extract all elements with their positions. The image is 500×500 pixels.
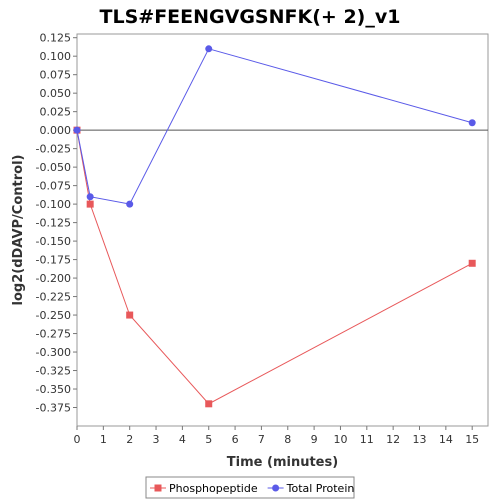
x-axis-title: Time (minutes) xyxy=(227,455,338,470)
y-tick-label: -0.300 xyxy=(36,346,71,359)
x-tick-label: 10 xyxy=(333,433,347,446)
x-tick-label: 13 xyxy=(413,433,427,446)
y-tick-label: -0.375 xyxy=(36,402,71,415)
x-tick-label: 15 xyxy=(465,433,479,446)
x-tick-label: 14 xyxy=(439,433,453,446)
y-tick-label: -0.025 xyxy=(36,143,71,156)
data-point xyxy=(205,400,213,408)
y-tick-label: -0.075 xyxy=(36,180,71,193)
data-point xyxy=(86,200,94,208)
x-tick-label: 4 xyxy=(179,433,186,446)
y-axis-title: log2(dDAVP/Control) xyxy=(11,155,26,306)
y-tick-label: -0.200 xyxy=(36,272,71,285)
y-tick-label: -0.325 xyxy=(36,365,71,378)
plot-area xyxy=(76,33,489,427)
y-tick-label: -0.125 xyxy=(36,217,71,230)
x-tick-label: 3 xyxy=(153,433,160,446)
legend-label: Total Protein xyxy=(286,482,355,495)
data-point xyxy=(468,119,476,127)
x-tick-label: 8 xyxy=(284,433,291,446)
data-point xyxy=(468,259,476,267)
x-tick-label: 12 xyxy=(386,433,400,446)
x-tick-label: 9 xyxy=(311,433,318,446)
x-tick-label: 5 xyxy=(205,433,212,446)
y-tick-label: 0.125 xyxy=(40,32,72,45)
legend: Phosphopeptide Total Protein xyxy=(145,476,355,499)
x-axis: 0 1 2 3 4 5 6 7 8 9 10 11 12 13 14 15 xyxy=(74,426,479,446)
y-tick-label: -0.100 xyxy=(36,198,71,211)
chart-title: TLS#FEENGVGSNFK(+ 2)_v1 xyxy=(100,6,401,28)
legend-item: Phosphopeptide xyxy=(150,482,258,495)
y-tick-label: -0.250 xyxy=(36,309,71,322)
x-tick-label: 0 xyxy=(74,433,81,446)
y-tick-label: 0.100 xyxy=(40,50,72,63)
y-tick-label: 0.000 xyxy=(40,124,72,137)
y-tick-label: -0.275 xyxy=(36,328,71,341)
series-total-protein xyxy=(73,45,476,208)
data-point xyxy=(86,193,94,201)
x-tick-label: 7 xyxy=(258,433,265,446)
data-point xyxy=(205,45,213,53)
legend-marker xyxy=(272,484,280,492)
y-tick-label: -0.350 xyxy=(36,383,71,396)
y-tick-label: -0.225 xyxy=(36,291,71,304)
x-tick-label: 11 xyxy=(360,433,374,446)
data-point xyxy=(126,311,134,319)
x-tick-label: 6 xyxy=(232,433,239,446)
y-tick-label: 0.075 xyxy=(40,69,72,82)
legend-label: Phosphopeptide xyxy=(169,482,258,495)
y-axis: 0.125 0.100 0.075 0.050 0.025 0.000 -0.025 -0.0… xyxy=(36,32,77,415)
legend-marker xyxy=(154,484,162,492)
y-tick-label: -0.175 xyxy=(36,254,71,267)
x-tick-label: 1 xyxy=(100,433,107,446)
data-point xyxy=(73,126,81,134)
y-tick-label: 0.050 xyxy=(40,87,72,100)
legend-box xyxy=(145,476,355,499)
y-tick-label: -0.150 xyxy=(36,235,71,248)
legend-item: Total Protein xyxy=(267,482,355,495)
x-tick-label: 2 xyxy=(126,433,133,446)
data-point xyxy=(126,200,134,208)
series-layer xyxy=(73,45,476,408)
y-tick-label: -0.050 xyxy=(36,161,71,174)
y-tick-label: 0.025 xyxy=(40,106,72,119)
